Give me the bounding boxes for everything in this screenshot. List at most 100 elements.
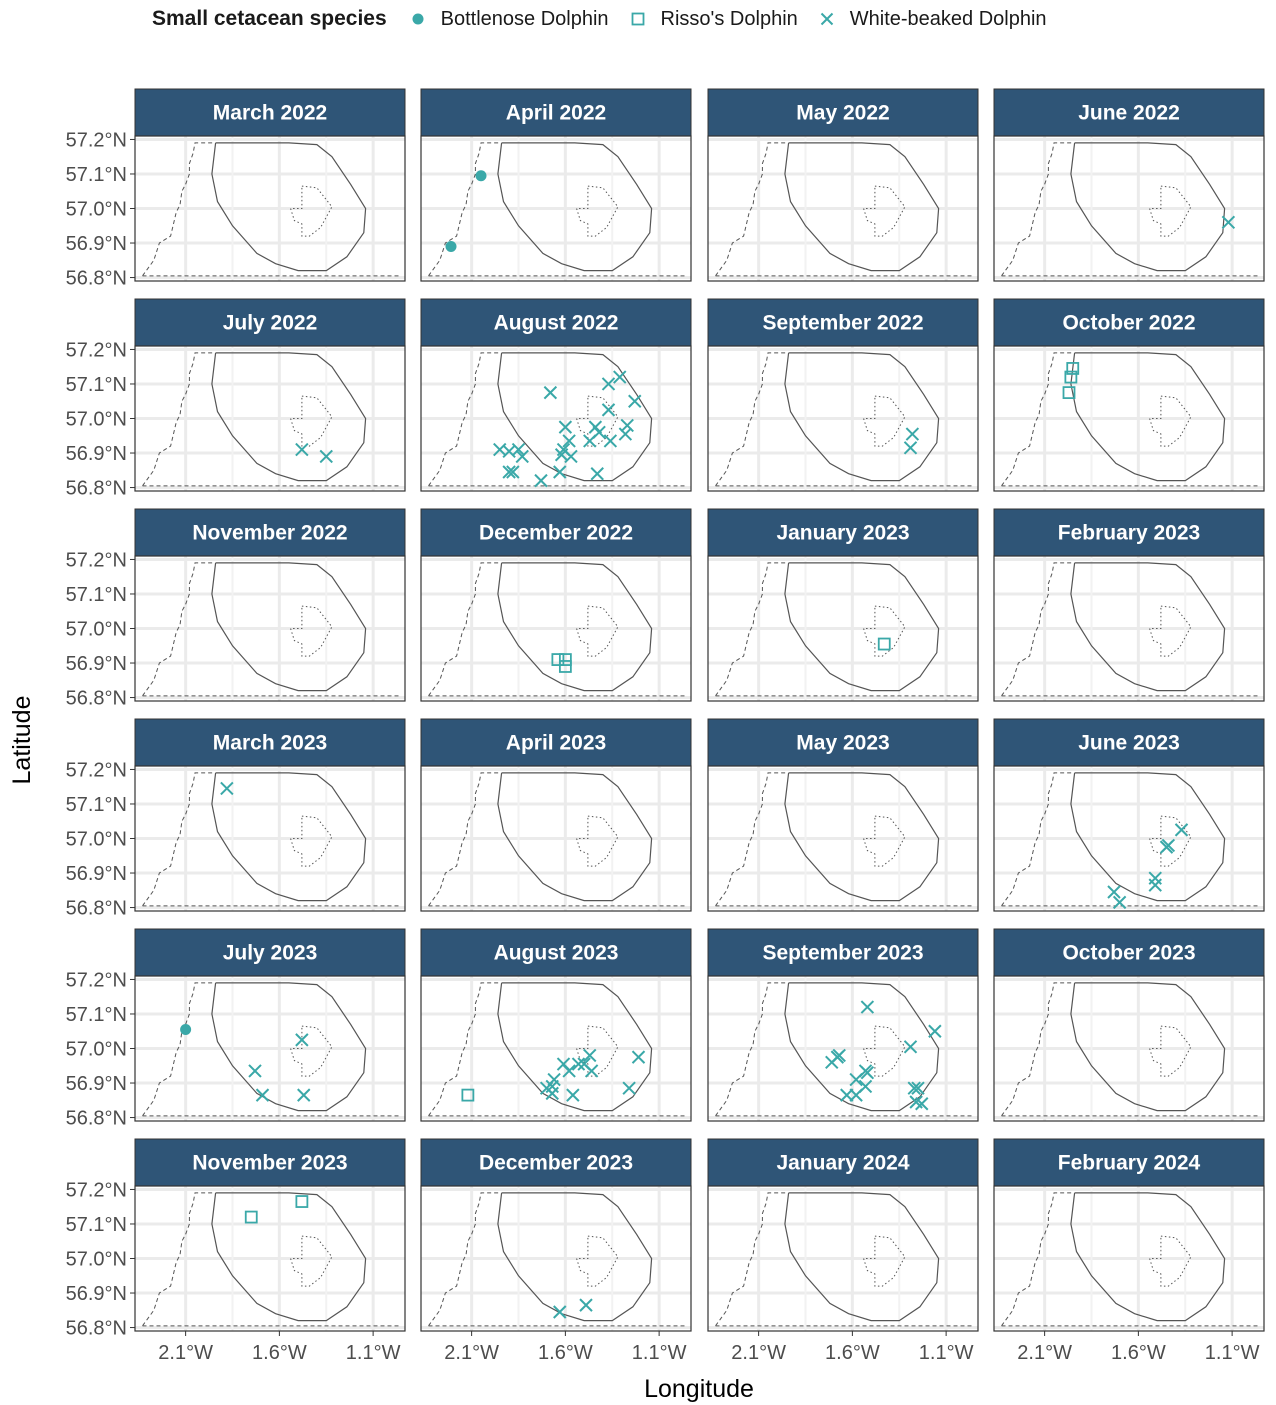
facet-strip <box>707 508 979 557</box>
facet-strip <box>420 928 692 977</box>
survey-area-outline <box>784 142 940 272</box>
facet-panel: January 2024 2.1°W 1.6°W 1.1°W <box>707 1138 979 1364</box>
facet-panel: April 2022 <box>420 88 692 282</box>
point-white-beaked-dolphin <box>622 1081 636 1095</box>
point-white-beaked-dolphin <box>220 781 234 796</box>
facet-title: May 2022 <box>796 102 889 125</box>
coastline-outline <box>1001 1192 1073 1327</box>
coastline-outline <box>428 142 500 277</box>
facet-panel: July 2022 56.8°N 56.9°N 57.0°N 57.1°N 57.2°N <box>66 298 406 500</box>
survey-area-outline <box>1070 1192 1226 1322</box>
facet-panel: March 2022 56.8°N 56.9°N 57.0°N 57.1°N 57.2°N <box>66 88 406 290</box>
panel-border <box>707 1185 979 1332</box>
y-tick-label: 56.9°N <box>66 443 127 465</box>
y-tick-label: 56.9°N <box>66 653 127 675</box>
point-white-beaked-dolphin <box>297 1088 311 1102</box>
coastline-outline <box>715 562 787 697</box>
survey-area-outline <box>211 142 367 272</box>
facet-panel: July 2023 56.8°N 56.9°N 57.0°N 57.1°N 57.2°N <box>66 928 406 1130</box>
facet-title: June 2022 <box>1078 102 1180 125</box>
point-white-beaked-dolphin <box>1107 885 1121 899</box>
facet-strip <box>134 508 406 557</box>
y-tick-label: 57.1°N <box>66 1004 127 1026</box>
inner-area-outline <box>575 815 619 867</box>
point-white-beaked-dolphin <box>583 1048 597 1063</box>
circle-marker-icon <box>412 13 424 25</box>
y-tick-label: 56.8°N <box>66 1318 127 1340</box>
facet-panel: February 2024 2.1°W 1.6°W 1.1°W <box>993 1138 1265 1364</box>
inner-area-outline <box>862 1025 906 1077</box>
panel-border <box>993 1185 1265 1332</box>
point-white-beaked-dolphin <box>295 1033 309 1047</box>
point-white-beaked-dolphin <box>860 1000 875 1014</box>
coastline-outline <box>142 562 214 697</box>
facet-panel: October 2022 <box>993 298 1265 492</box>
point-white-beaked-dolphin <box>1221 215 1236 230</box>
facet-title: September 2023 <box>762 942 923 965</box>
facet-panel: April 2023 <box>420 718 692 912</box>
coastline-outline <box>1001 562 1073 697</box>
y-tick-label: 57.2°N <box>66 759 127 781</box>
legend-item-white-beaked-dolphin: White-beaked Dolphin <box>818 8 1047 31</box>
panel-border <box>993 555 1265 702</box>
point-white-beaked-dolphin <box>562 434 576 448</box>
y-tick-label: 57.0°N <box>66 1249 127 1271</box>
y-tick-label: 57.0°N <box>66 409 127 431</box>
inner-area-outline <box>289 1235 333 1287</box>
point-white-beaked-dolphin <box>502 465 516 479</box>
point-white-beaked-dolphin <box>571 1057 586 1071</box>
facet-panel: August 2022 <box>420 298 692 492</box>
point-white-beaked-dolphin <box>584 1064 599 1078</box>
point-bottlenose-dolphin <box>180 1024 192 1036</box>
facet-strip <box>134 298 406 347</box>
facet-panel: September 2023 <box>707 928 979 1122</box>
facet-panel: October 2023 <box>993 928 1265 1122</box>
y-tick-label: 56.9°N <box>66 1283 127 1305</box>
facet-panel: May 2023 <box>707 718 979 912</box>
point-white-beaked-dolphin <box>566 1088 580 1102</box>
inner-area-outline <box>575 395 619 447</box>
facet-panel: September 2022 <box>707 298 979 492</box>
inner-area-outline <box>289 605 333 657</box>
inner-area-outline <box>1148 1025 1192 1077</box>
y-tick-label: 57.2°N <box>66 339 127 361</box>
inner-area-outline <box>1148 395 1192 447</box>
x-tick-label: 2.1°W <box>1017 1342 1072 1364</box>
y-tick-label: 56.8°N <box>66 1108 127 1130</box>
coastline-outline <box>428 772 500 907</box>
panel-border <box>993 765 1265 912</box>
facet-title: November 2022 <box>192 522 347 545</box>
survey-area-outline <box>497 982 653 1112</box>
point-white-beaked-dolphin <box>295 442 309 457</box>
facet-strip <box>993 88 1265 137</box>
inner-area-outline <box>1148 1235 1192 1287</box>
point-white-beaked-dolphin <box>905 427 920 441</box>
facet-panel: May 2022 <box>707 88 979 282</box>
survey-area-outline <box>784 352 940 482</box>
facet-strip <box>420 298 692 347</box>
point-white-beaked-dolphin <box>248 1064 262 1078</box>
facet-title: June 2023 <box>1078 732 1180 755</box>
facet-title: August 2022 <box>494 312 619 335</box>
survey-area-outline <box>497 1192 653 1322</box>
facet-panel: December 2023 2.1°W 1.6°W 1.1°W <box>420 1138 692 1364</box>
facet-strip <box>134 928 406 977</box>
point-white-beaked-dolphin <box>907 1081 921 1095</box>
facet-strip <box>420 718 692 767</box>
facet-title: February 2024 <box>1058 1152 1201 1175</box>
facet-title: December 2022 <box>479 522 633 545</box>
point-risso-s-dolphin <box>244 1210 258 1224</box>
inner-area-outline <box>289 815 333 867</box>
facet-panel: August 2023 <box>420 928 692 1122</box>
survey-area-outline <box>211 1192 367 1322</box>
facet-title: November 2023 <box>192 1152 347 1175</box>
y-tick-label: 57.1°N <box>66 794 127 816</box>
survey-area-outline <box>1070 142 1226 272</box>
inner-area-outline <box>575 1025 619 1077</box>
panel-border <box>993 135 1265 282</box>
coastline-outline <box>142 982 214 1117</box>
panel-border <box>993 345 1265 492</box>
survey-area-outline <box>784 772 940 902</box>
legend-item-bottlenose-dolphin: Bottlenose Dolphin <box>409 8 609 31</box>
panel-border <box>993 975 1265 1122</box>
